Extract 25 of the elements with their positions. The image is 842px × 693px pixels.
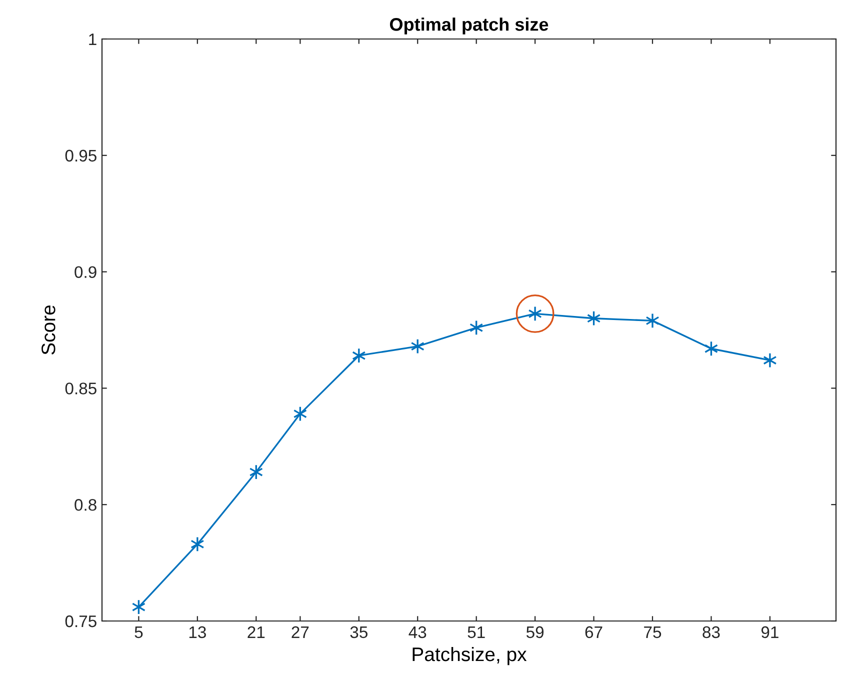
chart-title: Optimal patch size xyxy=(390,18,548,34)
x-axis-title: Patchsize, px xyxy=(412,646,527,666)
x-tick-label: 51 xyxy=(468,626,485,638)
y-tick-label: 0.75 xyxy=(65,615,96,628)
point xyxy=(763,352,777,368)
x-tick-label: 13 xyxy=(189,626,206,638)
x-tick-label: 27 xyxy=(292,626,309,638)
x-tick-label: 5 xyxy=(134,626,143,638)
x-tick-label: 75 xyxy=(644,626,662,638)
y-tick-label: 1 xyxy=(89,34,96,46)
x-tick-label: 21 xyxy=(248,626,265,638)
y-tick-label: 0.85 xyxy=(65,382,96,394)
x-tick-label: 43 xyxy=(408,626,426,638)
y-tick-label: 0.8 xyxy=(74,499,96,511)
x-tick-label: 91 xyxy=(761,626,778,638)
x-tick-label: 83 xyxy=(702,626,720,638)
x-tick-label: 67 xyxy=(585,626,602,638)
point xyxy=(516,294,554,333)
y-axis-title: Score xyxy=(42,305,56,355)
x-tick-label: 35 xyxy=(350,626,368,638)
y-tick-label: 0.9 xyxy=(74,266,96,278)
y-tick-label: 0.95 xyxy=(65,150,96,162)
point xyxy=(190,536,204,552)
point xyxy=(646,312,660,328)
x-tick-label: 59 xyxy=(526,626,544,638)
